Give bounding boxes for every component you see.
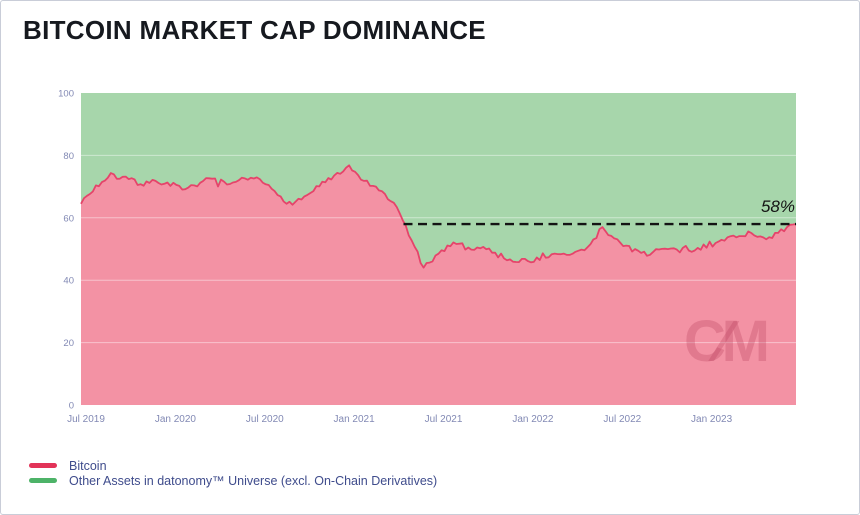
bitcoin-area [81,165,796,405]
watermark-logo: C∕M [684,309,770,374]
y-tick-label: 60 [63,213,74,224]
other-assets-line-swatch [29,478,57,483]
y-tick-label: 40 [63,276,74,287]
y-tick-label: 20 [63,338,74,349]
x-tick-label: Jan 2022 [512,414,554,425]
x-tick-label: Jul 2022 [603,414,641,425]
annotation-58-percent: 58% [760,197,795,216]
x-tick-label: Jul 2019 [67,414,105,425]
bitcoin-line [80,164,797,269]
legend-item-other-assets: Other Assets in datonomy™ Universe (excl… [29,473,437,488]
legend-label-other-assets: Other Assets in datonomy™ Universe (excl… [69,473,438,488]
y-tick-label: 80 [63,151,74,162]
chart-title: BITCOIN MARKET CAP DOMINANCE [23,15,486,45]
legend-label-bitcoin: Bitcoin [69,458,107,473]
y-tick-label: 0 [69,401,74,412]
x-tick-label: Jan 2021 [334,414,376,425]
x-tick-label: Jul 2021 [425,414,463,425]
bitcoin-line-swatch [29,463,57,468]
legend-item-bitcoin: Bitcoin [29,458,437,473]
x-tick-label: Jan 2020 [155,414,197,425]
plot-area: 100 80 60 40 20 0 Jul 2019 Jan 2020 Jul 2020 Jan … [58,89,797,425]
x-tick-label: Jul 2020 [246,414,284,425]
y-tick-label: 100 [58,89,74,100]
x-tick-label: Jan 2023 [691,414,733,425]
legend: Bitcoin Other Assets in datonomy™ Univer… [29,458,437,488]
